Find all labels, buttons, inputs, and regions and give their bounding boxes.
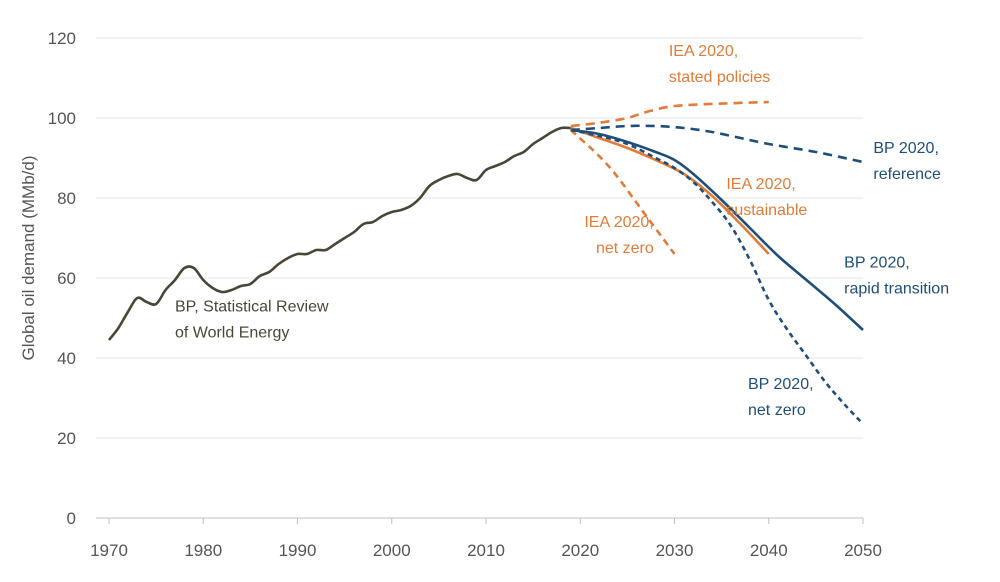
- annotation-line: BP 2020,: [748, 376, 814, 393]
- annotation-label: IEA 2020, stated policies: [669, 43, 770, 86]
- annotation-line: sustainable: [726, 202, 807, 219]
- series-line-1: [570, 100, 769, 128]
- series-line-5: [570, 128, 864, 331]
- x-tick-label: 1990: [279, 541, 317, 560]
- annotation-label: BP 2020, net zero: [748, 376, 814, 419]
- x-tick-label: 2030: [656, 541, 694, 560]
- series-line-2: [570, 126, 770, 255]
- annotation-line: IEA 2020,: [669, 43, 738, 60]
- grid: [96, 37, 863, 519]
- y-tick-label: 60: [57, 269, 76, 288]
- x-tick-label: 2010: [467, 541, 505, 560]
- x-tick-label: 2020: [561, 541, 599, 560]
- annotation-label: BP, Statistical Review of World Energy: [175, 299, 329, 342]
- annotation-line: rapid transition: [844, 281, 949, 298]
- x-tick-label: 1980: [184, 541, 222, 560]
- annotation-line: IEA 2020,: [726, 176, 795, 193]
- x-tick-label: 2050: [844, 541, 882, 560]
- annotation-line: BP 2020,: [873, 140, 939, 157]
- axes: Global oil demand (MMb/d) 02040608010012…: [19, 29, 882, 560]
- y-tick-label: 0: [67, 509, 76, 528]
- annotation-line: net zero: [748, 402, 806, 419]
- annotation-line: net zero: [596, 240, 654, 257]
- annotation-line: of World Energy: [175, 325, 289, 342]
- annotations: BP, Statistical Review of World Energy IEA…: [175, 43, 949, 419]
- annotation-line: stated policies: [669, 69, 770, 86]
- annotation-line: BP, Statistical Review: [175, 299, 329, 316]
- y-tick-label: 100: [48, 109, 76, 128]
- x-tick-label: 2000: [373, 541, 411, 560]
- annotation-label: IEA 2020, net zero: [584, 214, 653, 257]
- y-tick-label: 40: [57, 349, 76, 368]
- annotation-line: reference: [873, 166, 941, 183]
- annotation-label: BP 2020, reference: [873, 140, 941, 183]
- y-tick-label: 120: [48, 29, 76, 48]
- annotation-line: IEA 2020,: [584, 214, 653, 231]
- y-axis-title: Global oil demand (MMb/d): [19, 155, 38, 360]
- y-tick-label: 20: [57, 429, 76, 448]
- x-tick-label: 1970: [90, 541, 128, 560]
- annotation-label: IEA 2020, sustainable: [726, 176, 807, 219]
- x-tick-label: 2040: [750, 541, 788, 560]
- annotation-label: BP 2020, rapid transition: [844, 255, 949, 298]
- series-line-3: [569, 129, 676, 255]
- annotation-line: BP 2020,: [844, 255, 910, 272]
- series-line-4: [570, 124, 864, 164]
- series-line-0: [107, 126, 571, 341]
- series: [107, 100, 864, 425]
- series-line-6: [570, 128, 864, 425]
- y-tick-label: 80: [57, 189, 76, 208]
